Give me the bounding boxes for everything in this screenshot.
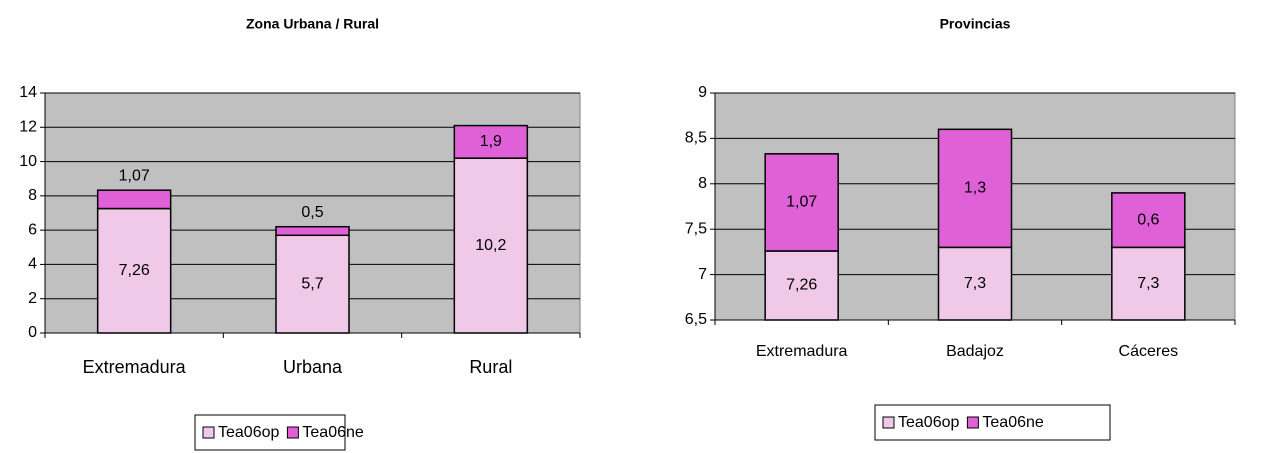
legend-label: Tea06ne: [982, 414, 1043, 431]
legend-label: Tea06op: [218, 424, 279, 441]
value-label: 10,2: [475, 237, 506, 254]
y-tick-label: 6: [28, 221, 37, 238]
y-tick-label: 0: [28, 324, 37, 341]
bar-segment: [453, 124, 529, 159]
legend-swatch: [202, 426, 215, 439]
bar-segment: [937, 128, 1013, 249]
value-label: 7,3: [964, 275, 986, 292]
value-label: 5,7: [301, 275, 323, 292]
legend-box: [874, 404, 1111, 441]
bar-segment: [96, 189, 172, 210]
y-tick-label: 9: [698, 84, 707, 101]
legend-label: Tea06op: [898, 414, 959, 431]
value-label: 1,9: [480, 133, 502, 150]
bar-segment: [764, 153, 839, 252]
value-label: 0,5: [301, 204, 323, 221]
chart-title: Zona Urbana / Rural: [246, 16, 379, 32]
bar-segment: [275, 225, 350, 237]
y-tick-label: 8: [698, 175, 707, 192]
value-label: 1,07: [786, 194, 817, 211]
value-label: 7,3: [1137, 275, 1159, 292]
x-tick-label: Cáceres: [1119, 343, 1179, 360]
y-tick-label: 2: [28, 290, 37, 307]
y-tick-label: 12: [19, 119, 37, 136]
x-tick-label: Extremadura: [756, 343, 848, 360]
y-tick-label: 6,5: [685, 311, 707, 328]
y-tick-label: 10: [19, 153, 37, 170]
chart-title: Provincias: [940, 16, 1011, 32]
x-tick-label: Badajoz: [946, 343, 1004, 360]
y-tick-label: 7,5: [685, 220, 707, 237]
value-label: 7,26: [119, 262, 150, 279]
x-tick-label: Urbana: [283, 357, 343, 377]
value-label: 7,26: [786, 277, 817, 294]
y-tick-label: 8: [28, 187, 37, 204]
x-tick-label: Extremadura: [83, 357, 187, 377]
legend-swatch: [966, 416, 979, 429]
legend-swatch: [286, 426, 299, 439]
y-tick-label: 4: [28, 256, 37, 273]
value-label: 1,3: [964, 180, 986, 197]
bar-segment: [1111, 246, 1186, 321]
y-tick-label: 7: [698, 266, 707, 283]
bar-segment: [937, 246, 1013, 321]
bar-segment: [1111, 192, 1186, 249]
legend-swatch: [882, 416, 895, 429]
value-label: 0,6: [1137, 211, 1159, 228]
legend-box: [194, 414, 346, 451]
bar-segment: [96, 207, 172, 334]
value-label: 1,07: [119, 167, 150, 184]
legend-label: Tea06ne: [302, 424, 363, 441]
bar-segment: [275, 234, 350, 334]
bar-segment: [764, 250, 839, 321]
x-tick-label: Rural: [469, 357, 512, 377]
y-tick-label: 14: [19, 84, 37, 101]
y-tick-label: 8,5: [685, 130, 707, 147]
